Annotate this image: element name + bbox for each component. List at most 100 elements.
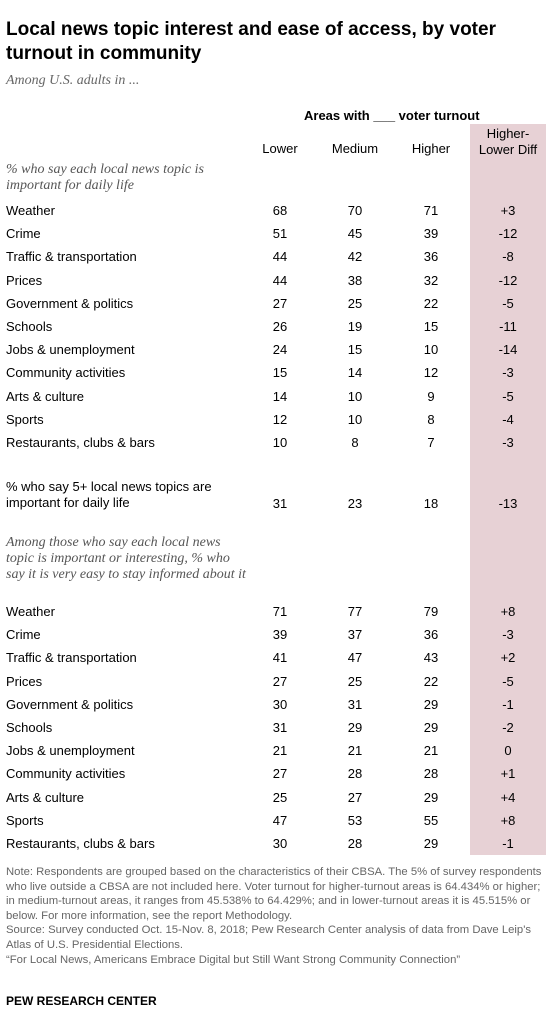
summary-value-diff: -13 — [498, 496, 518, 511]
column-header-lower: Lower — [262, 141, 298, 156]
table-row: Weather 68 70 71 +3 — [0, 203, 547, 223]
value-higher: 55 — [423, 812, 439, 828]
value-medium: 29 — [347, 720, 363, 735]
value-lower: 39 — [272, 627, 288, 643]
summary-row-label: % who say 5+ local news topics are impor… — [6, 479, 212, 510]
table-row: Government & politics 27 25 22 -5 — [0, 296, 547, 316]
table-row: Arts & culture 25 27 29 +4 — [0, 790, 547, 810]
column-header-diff: Higher-Lower Diff — [478, 126, 538, 157]
source-text: Source: Survey conducted Oct. 15-Nov. 8,… — [6, 924, 532, 951]
section-label-ease: Among those who say each local news topi… — [6, 535, 246, 582]
value-lower: 41 — [272, 650, 288, 666]
row-label: Jobs & unemployment — [6, 342, 135, 358]
value-lower: 12 — [272, 411, 288, 427]
row-label: Crime — [6, 226, 41, 242]
table-row: Schools 26 19 15 -11 — [0, 319, 547, 339]
table-row: Community activities 27 28 28 +1 — [0, 766, 547, 786]
value-diff: 0 — [504, 743, 512, 759]
value-medium: 21 — [347, 743, 363, 759]
value-lower: 14 — [272, 388, 288, 404]
section-label-importance: % who say each local news topic is impor… — [6, 162, 204, 193]
value-higher: 39 — [423, 226, 439, 242]
value-diff: -5 — [502, 388, 514, 404]
value-diff: -2 — [502, 720, 514, 735]
value-higher: 22 — [423, 295, 439, 311]
row-label: Government & politics — [6, 295, 134, 311]
value-higher: 32 — [423, 272, 439, 288]
value-medium: 45 — [347, 226, 363, 242]
row-label: Arts & culture — [6, 388, 85, 404]
table-row: Prices 27 25 22 -5 — [0, 674, 547, 694]
value-diff: -8 — [502, 249, 514, 265]
row-label: Community activities — [6, 365, 126, 381]
value-diff: -5 — [502, 295, 514, 311]
table-row: Restaurants, clubs & bars 30 28 29 -1 — [0, 836, 547, 856]
row-label: Sports — [6, 812, 44, 828]
row-label: Crime — [6, 627, 41, 643]
value-diff: -12 — [498, 272, 518, 288]
table-row: Traffic & transportation 44 42 36 -8 — [0, 249, 547, 269]
summary-value-medium: 23 — [347, 496, 363, 511]
value-medium: 19 — [347, 319, 363, 334]
footnote: Note: Respondents are grouped based on t… — [6, 865, 543, 967]
value-diff: -14 — [498, 342, 518, 358]
value-lower: 27 — [272, 766, 288, 782]
summary-value-higher: 18 — [423, 496, 439, 511]
table-row: Schools 31 29 29 -2 — [0, 720, 547, 740]
table-row: Jobs & unemployment 24 15 10 -14 — [0, 342, 547, 362]
value-medium: 53 — [347, 812, 363, 828]
summary-value-lower: 31 — [272, 496, 288, 511]
chart-subtitle: Among U.S. adults in ... — [6, 73, 140, 88]
column-header-medium: Medium — [331, 141, 379, 156]
value-diff: +8 — [500, 812, 516, 828]
row-label: Prices — [6, 673, 43, 689]
value-higher: 12 — [423, 365, 439, 381]
value-diff: +3 — [500, 203, 516, 218]
value-diff: -3 — [502, 365, 514, 381]
value-medium: 27 — [347, 789, 363, 805]
chart-title: Local news topic interest and ease of ac… — [6, 19, 496, 64]
value-lower: 24 — [272, 342, 288, 358]
row-label: Community activities — [6, 766, 126, 782]
group-header: Areas with ___ voter turnout — [304, 108, 480, 123]
value-diff: -4 — [502, 411, 514, 427]
value-medium: 25 — [347, 295, 363, 311]
row-label: Prices — [6, 272, 43, 288]
table-row: Community activities 15 14 12 -3 — [0, 365, 547, 385]
value-diff: -3 — [502, 435, 514, 450]
value-medium: 38 — [347, 272, 363, 288]
value-diff: -3 — [502, 627, 514, 643]
table-row: Crime 39 37 36 -3 — [0, 627, 547, 647]
value-medium: 77 — [347, 604, 363, 619]
value-diff: +2 — [500, 650, 516, 666]
value-lower: 27 — [272, 295, 288, 311]
table-row: Prices 44 38 32 -12 — [0, 273, 547, 293]
value-diff: +1 — [500, 766, 516, 782]
value-medium: 47 — [347, 650, 363, 666]
value-higher: 9 — [427, 388, 435, 404]
row-label: Weather — [6, 203, 55, 218]
row-label: Traffic & transportation — [6, 249, 137, 265]
value-medium: 8 — [351, 435, 359, 450]
value-diff: -12 — [498, 226, 518, 242]
value-medium: 14 — [347, 365, 363, 381]
value-higher: 10 — [423, 342, 439, 358]
table-row: Crime 51 45 39 -12 — [0, 226, 547, 246]
value-lower: 47 — [272, 812, 288, 828]
value-higher: 71 — [423, 203, 439, 218]
value-lower: 10 — [272, 435, 288, 450]
value-higher: 22 — [423, 673, 439, 689]
row-label: Traffic & transportation — [6, 650, 137, 666]
value-lower: 30 — [272, 696, 288, 712]
value-medium: 28 — [347, 836, 363, 851]
value-higher: 29 — [423, 836, 439, 851]
note-text: Note: Respondents are grouped based on t… — [6, 866, 542, 922]
value-medium: 10 — [347, 388, 363, 404]
row-label: Schools — [6, 720, 53, 735]
value-lower: 21 — [272, 743, 288, 759]
column-header-higher: Higher — [411, 141, 451, 156]
value-higher: 79 — [423, 604, 439, 619]
value-lower: 30 — [272, 836, 288, 851]
value-higher: 29 — [423, 789, 439, 805]
table-row: Weather 71 77 79 +8 — [0, 604, 547, 624]
